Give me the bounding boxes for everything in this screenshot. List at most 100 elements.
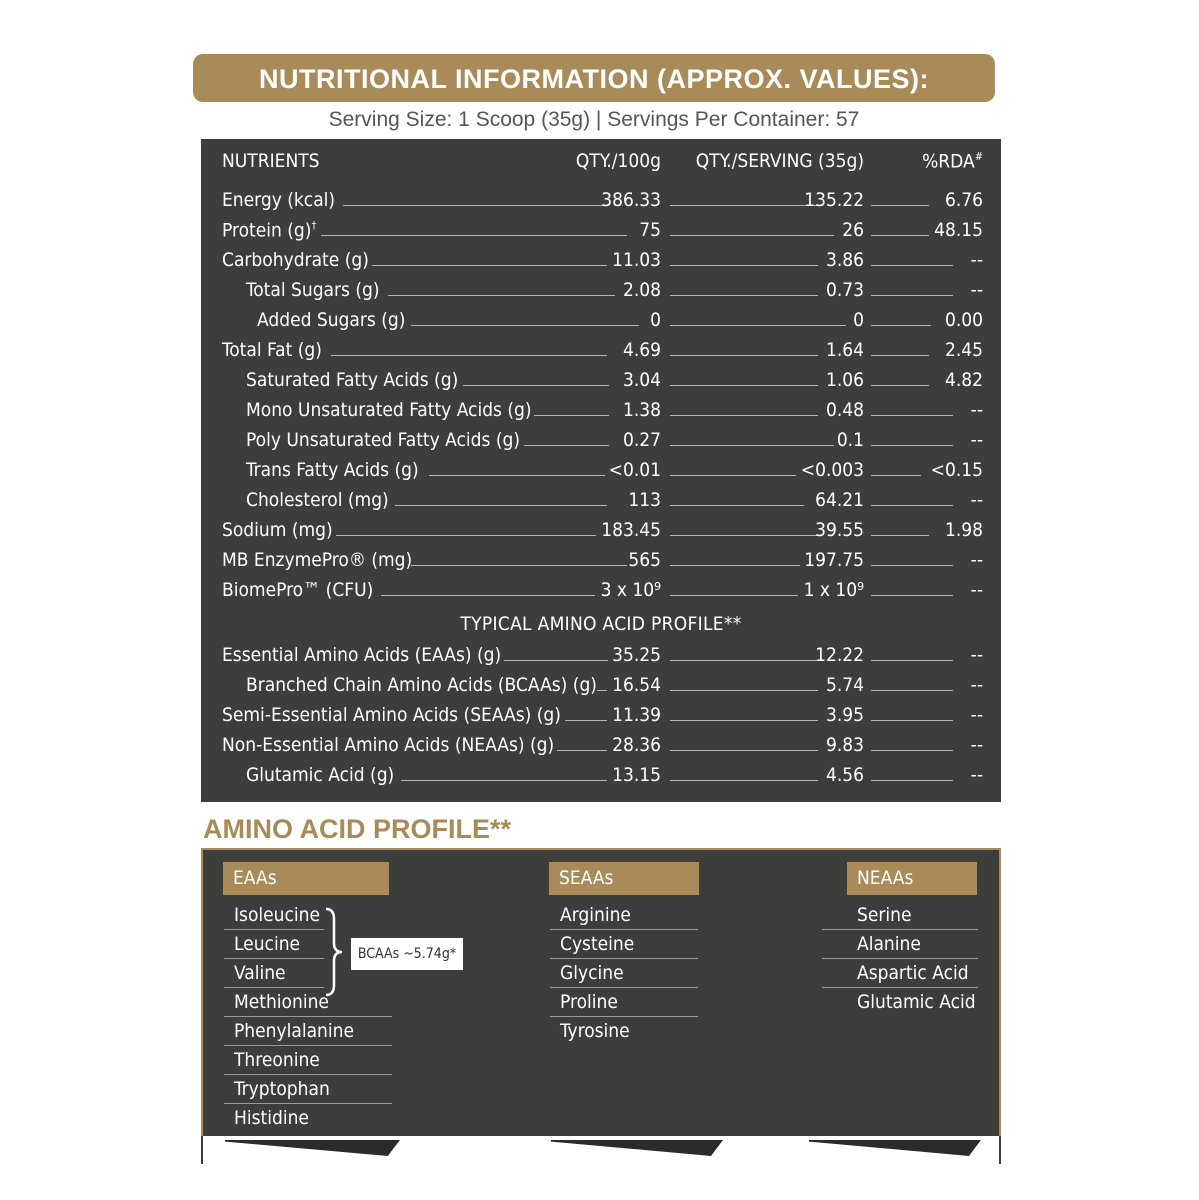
list-item: Alanine bbox=[822, 930, 978, 959]
col-header-nutrients: NUTRIENTS bbox=[222, 150, 320, 172]
qty-100g: 3.04 bbox=[622, 369, 661, 391]
eaas-header: EAAs bbox=[223, 862, 389, 895]
qty-100g: 2.08 bbox=[622, 279, 661, 301]
qty-serving: 39.55 bbox=[815, 519, 864, 541]
nutrient-name: Saturated Fatty Acids (g) bbox=[246, 369, 459, 391]
rda: -- bbox=[970, 249, 983, 271]
qty-100g: 565 bbox=[628, 549, 661, 571]
qty-serving: 0.1 bbox=[836, 429, 864, 451]
rda: -- bbox=[970, 674, 983, 696]
nutrient-name: Mono Unsaturated Fatty Acids (g) bbox=[246, 399, 532, 421]
rda: -- bbox=[970, 549, 983, 571]
list-item: Valine bbox=[224, 959, 324, 988]
qty-100g: 16.54 bbox=[612, 674, 661, 696]
qty-100g: 3 x 10⁹ bbox=[600, 579, 661, 601]
qty-serving: 26 bbox=[842, 219, 864, 241]
list-item: Methionine bbox=[224, 988, 392, 1017]
rda: 4.82 bbox=[944, 369, 983, 391]
nutrient-name: Branched Chain Amino Acids (BCAAs) (g) bbox=[246, 674, 597, 696]
nutrient-name: Added Sugars (g) bbox=[257, 309, 406, 331]
rda: -- bbox=[970, 764, 983, 786]
qty-100g: 11.03 bbox=[612, 249, 661, 271]
rda: -- bbox=[970, 644, 983, 666]
nutrition-title-banner: NUTRITIONAL INFORMATION (APPROX. VALUES)… bbox=[193, 54, 995, 102]
list-item: Phenylalanine bbox=[224, 1017, 392, 1046]
nutrient-name: Semi-Essential Amino Acids (SEAAs) (g) bbox=[222, 704, 561, 726]
amino-acid-profile-panel: EAAs Isoleucine Leucine Valine Methionin… bbox=[201, 848, 1001, 1138]
qty-serving: 1 x 10⁹ bbox=[803, 579, 864, 601]
col-header-rda: %RDA# bbox=[922, 150, 983, 173]
qty-serving: 0.48 bbox=[825, 399, 864, 421]
table-row: Total Fat (g) 4.69 1.64 2.45 bbox=[201, 336, 1001, 366]
qty-serving: 0.73 bbox=[825, 279, 864, 301]
nutrient-name: Glutamic Acid (g) bbox=[246, 764, 395, 786]
qty-serving: 3.86 bbox=[825, 249, 864, 271]
qty-serving: 4.56 bbox=[825, 764, 864, 786]
qty-100g: 1.38 bbox=[622, 399, 661, 421]
serving-info: Serving Size: 1 Scoop (35g) | Servings P… bbox=[328, 108, 860, 131]
qty-serving: 197.75 bbox=[804, 549, 864, 571]
qty-100g: 35.25 bbox=[612, 644, 661, 666]
rda: <0.15 bbox=[930, 459, 983, 481]
list-item: Tryptophan bbox=[224, 1075, 392, 1104]
rda: -- bbox=[970, 429, 983, 451]
rda: 6.76 bbox=[944, 189, 983, 211]
table-row: Essential Amino Acids (EAAs) (g) 35.25 1… bbox=[201, 641, 1001, 671]
qty-serving: 9.83 bbox=[825, 734, 864, 756]
table-row: Semi-Essential Amino Acids (SEAAs) (g) 1… bbox=[201, 701, 1001, 731]
list-item: Leucine bbox=[224, 930, 324, 959]
seaas-header: SEAAs bbox=[549, 862, 699, 895]
nutrient-name: Carbohydrate (g) bbox=[222, 249, 369, 271]
rda: 1.98 bbox=[944, 519, 983, 541]
qty-100g: 0.27 bbox=[622, 429, 661, 451]
list-item: Glycine bbox=[550, 959, 698, 988]
list-item: Proline bbox=[550, 988, 698, 1017]
table-row: Branched Chain Amino Acids (BCAAs) (g) 1… bbox=[201, 671, 1001, 701]
qty-100g: 386.33 bbox=[601, 189, 661, 211]
rda: 48.15 bbox=[934, 219, 983, 241]
table-row: Poly Unsaturated Fatty Acids (g) 0.27 0.… bbox=[201, 426, 1001, 456]
table-row: Total Sugars (g) 2.08 0.73 -- bbox=[201, 276, 1001, 306]
qty-serving: 12.22 bbox=[815, 644, 864, 666]
rda: -- bbox=[970, 399, 983, 421]
table-row: Protein (g)† 75 26 48.15 bbox=[201, 216, 1001, 246]
table-row: Saturated Fatty Acids (g) 3.04 1.06 4.82 bbox=[201, 366, 1001, 396]
table-row: Carbohydrate (g) 11.03 3.86 -- bbox=[201, 246, 1001, 276]
qty-serving: 1.06 bbox=[825, 369, 864, 391]
table-row: Cholesterol (mg) 113 64.21 -- bbox=[201, 486, 1001, 516]
table-row: BiomePro™ (CFU) 3 x 10⁹ 1 x 10⁹ -- bbox=[201, 576, 1001, 606]
nutrient-name: Total Fat (g) bbox=[222, 339, 322, 361]
list-item: Isoleucine bbox=[224, 901, 324, 930]
qty-100g: 11.39 bbox=[612, 704, 661, 726]
nutrient-name: Energy (kcal) bbox=[222, 189, 336, 211]
nutrient-name: Protein (g)† bbox=[222, 219, 317, 242]
list-item: Tyrosine bbox=[560, 1020, 630, 1042]
qty-100g: 13.15 bbox=[612, 764, 661, 786]
qty-serving: 0 bbox=[853, 309, 864, 331]
nutrient-name: Non-Essential Amino Acids (NEAAs) (g) bbox=[222, 734, 555, 756]
nutrient-name: Essential Amino Acids (EAAs) (g) bbox=[222, 644, 502, 666]
table-row: Glutamic Acid (g) 13.15 4.56 -- bbox=[201, 761, 1001, 791]
table-row: Mono Unsaturated Fatty Acids (g) 1.38 0.… bbox=[201, 396, 1001, 426]
qty-100g: 113 bbox=[628, 489, 661, 511]
nutrient-name: MB EnzymePro® (mg) bbox=[222, 549, 413, 571]
list-item: Histidine bbox=[234, 1107, 309, 1129]
rda: -- bbox=[970, 704, 983, 726]
col-header-qty100: QTY./100g bbox=[575, 150, 661, 172]
qty-100g: 0 bbox=[650, 309, 661, 331]
nutrition-table: NUTRIENTS QTY./100g QTY./SERVING (35g) %… bbox=[201, 139, 1001, 802]
col-header-qtyserving: QTY./SERVING (35g) bbox=[695, 150, 864, 172]
qty-serving: 64.21 bbox=[815, 489, 864, 511]
nutrient-name: Cholesterol (mg) bbox=[246, 489, 389, 511]
qty-serving: 5.74 bbox=[825, 674, 864, 696]
table-row: Energy (kcal) 386.33 135.22 6.76 bbox=[201, 186, 1001, 216]
qty-100g: <0.01 bbox=[608, 459, 661, 481]
nutrient-name: Total Sugars (g) bbox=[246, 279, 380, 301]
rda: -- bbox=[970, 579, 983, 601]
list-item: Threonine bbox=[224, 1046, 392, 1075]
table-row: Non-Essential Amino Acids (NEAAs) (g) 28… bbox=[201, 731, 1001, 761]
list-item: Glutamic Acid bbox=[857, 991, 976, 1013]
bcaa-brace-icon bbox=[325, 907, 343, 997]
qty-100g: 28.36 bbox=[612, 734, 661, 756]
list-item: Serine bbox=[822, 901, 978, 930]
